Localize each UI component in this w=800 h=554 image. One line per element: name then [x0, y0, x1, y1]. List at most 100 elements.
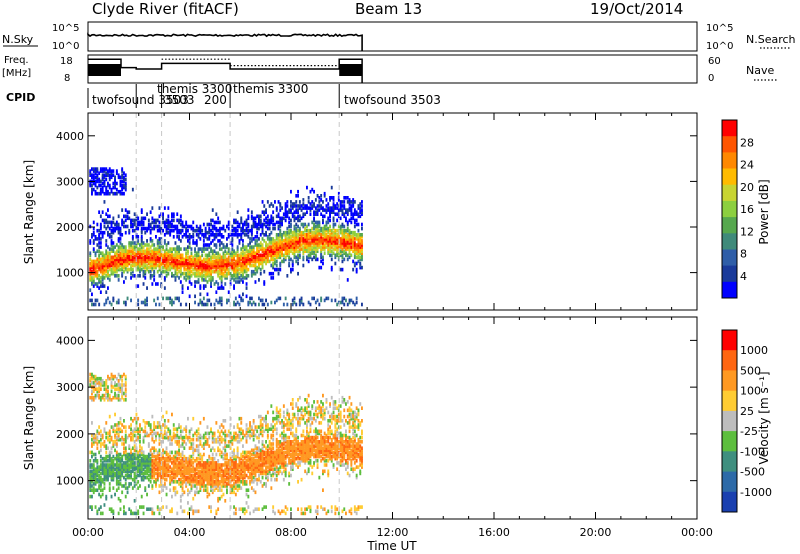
velocity-cell: [195, 463, 198, 467]
velocity-cell: [117, 454, 120, 459]
velocity-cell: [89, 477, 92, 482]
velocity-cell: [183, 446, 186, 450]
power-cell: [290, 189, 292, 194]
power-cell: [172, 212, 175, 216]
power-cell: [281, 222, 283, 227]
power-cell: [94, 179, 97, 184]
power-cell: [304, 239, 307, 243]
velocity-cell: [187, 488, 189, 492]
velocity-cell: [133, 454, 136, 459]
power-cell: [107, 271, 109, 276]
power-cell: [249, 237, 251, 241]
power-cell: [272, 241, 275, 245]
power-cell: [311, 237, 314, 241]
power-cell: [108, 177, 111, 182]
velocity-cell: [222, 475, 225, 480]
velocity-cell: [156, 477, 159, 482]
velocity-cell: [149, 480, 152, 484]
power-cell: [341, 253, 344, 258]
power-cell: [322, 241, 324, 245]
velocity-cell: [226, 484, 228, 488]
velocity-cell: [133, 452, 136, 457]
power-cell: [187, 276, 189, 280]
power-cell: [110, 271, 113, 276]
noise-right-tick-bottom: 10^0: [706, 41, 733, 52]
power-cell: [346, 222, 349, 227]
velocity-cell: [121, 374, 124, 379]
velocity-cell: [140, 461, 143, 465]
power-cell: [101, 276, 104, 280]
power-cell: [89, 263, 92, 268]
power-cell: [167, 226, 170, 231]
power-cell: [242, 267, 244, 272]
power-cell: [236, 259, 239, 264]
power-cell: [226, 263, 228, 268]
power-cell: [174, 261, 177, 266]
velocity-cell: [178, 450, 180, 455]
power-cell: [258, 226, 260, 231]
power-cell: [163, 259, 166, 264]
velocity-cell: [210, 456, 212, 461]
power-cell: [197, 280, 200, 284]
power-cell: [236, 267, 239, 272]
power-cell: [314, 245, 317, 249]
power-cell: [94, 251, 97, 255]
velocity-cell: [115, 477, 118, 482]
velocity-cell: [226, 454, 228, 459]
velocity-cell: [99, 381, 102, 385]
power-cell: [256, 269, 259, 274]
power-cell: [117, 265, 120, 270]
power-cell: [119, 261, 122, 266]
power-cell: [281, 237, 283, 241]
power-cell: [140, 239, 143, 243]
power-cell: [162, 255, 164, 260]
velocity-cell: [208, 444, 211, 448]
power-cell: [361, 241, 363, 245]
power-cell: [91, 235, 93, 239]
velocity-cell: [146, 492, 148, 497]
power-cell: [96, 177, 99, 182]
velocity-cell: [199, 435, 202, 440]
power-cell: [139, 259, 141, 264]
power-cell: [144, 230, 147, 235]
velocity-cell: [91, 505, 93, 509]
power-cell: [240, 274, 243, 278]
power-cell: [233, 271, 235, 276]
power-cell: [290, 239, 292, 243]
power-cell: [307, 249, 310, 253]
power-cell: [298, 237, 301, 241]
power-cell: [204, 276, 207, 280]
velocity-cell: [162, 484, 164, 488]
power-cell: [316, 204, 319, 208]
power-cell: [288, 241, 291, 245]
power-cell: [119, 237, 122, 241]
velocity-cell: [123, 461, 125, 465]
velocity-cell: [126, 486, 129, 490]
power-cell: [313, 202, 315, 206]
power-cell: [163, 286, 166, 290]
power-cell: [144, 271, 147, 276]
power-cell: [350, 241, 353, 245]
power-cell: [217, 269, 220, 274]
power-cell: [240, 267, 243, 272]
power-cell: [314, 220, 317, 225]
power-cell: [124, 249, 127, 253]
power-cell: [208, 278, 211, 282]
velocity-cell: [163, 484, 166, 488]
velocity-cell: [130, 437, 132, 442]
power-cell: [307, 235, 310, 239]
power-cell: [346, 253, 349, 258]
power-cell: [337, 208, 340, 212]
power-cell: [300, 298, 303, 303]
power-cell: [304, 247, 307, 251]
velocity-cell: [167, 465, 170, 469]
power-cell: [169, 265, 172, 270]
velocity-cell: [142, 454, 145, 459]
power-cell: [183, 265, 186, 270]
power-cell: [179, 280, 182, 284]
power-cell: [119, 228, 122, 233]
power-cell: [348, 241, 351, 245]
power-cell: [234, 263, 237, 268]
velocity-cell: [94, 488, 97, 492]
power-cell: [284, 296, 287, 301]
